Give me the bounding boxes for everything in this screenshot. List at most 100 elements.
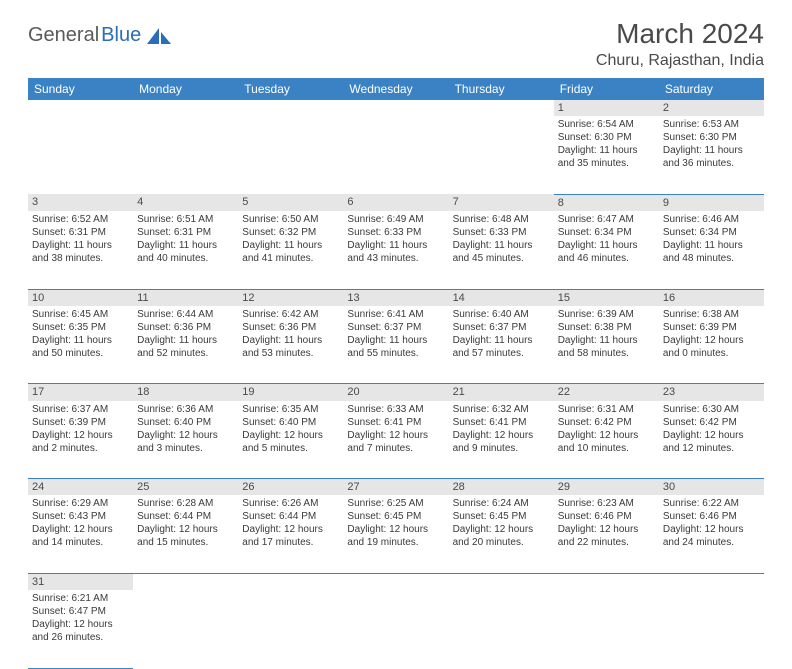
day-number-cell: 9: [659, 194, 764, 211]
day-number: 9: [663, 197, 669, 209]
daylight-text: Daylight: 12 hours and 19 minutes.: [347, 523, 444, 549]
sunset-text: Sunset: 6:30 PM: [663, 131, 760, 144]
day-content: Sunrise: 6:52 AMSunset: 6:31 PMDaylight:…: [32, 213, 129, 265]
day-cell: [449, 116, 554, 194]
daylight-text: Daylight: 11 hours and 38 minutes.: [32, 239, 129, 265]
sunrise-text: Sunrise: 6:33 AM: [347, 403, 444, 416]
day-number-cell: 11: [133, 289, 238, 306]
day-number-cell: 28: [449, 479, 554, 496]
sunrise-text: Sunrise: 6:45 AM: [32, 308, 129, 321]
location: Churu, Rajasthan, India: [596, 52, 764, 70]
sunrise-text: Sunrise: 6:22 AM: [663, 497, 760, 510]
day-content: Sunrise: 6:40 AMSunset: 6:37 PMDaylight:…: [453, 308, 550, 360]
day-content: Sunrise: 6:28 AMSunset: 6:44 PMDaylight:…: [137, 497, 234, 549]
day-number-cell: 1: [554, 100, 659, 116]
sunrise-text: Sunrise: 6:53 AM: [663, 118, 760, 131]
logo-text-general: General: [28, 24, 99, 47]
day-cell: Sunrise: 6:53 AMSunset: 6:30 PMDaylight:…: [659, 116, 764, 194]
day-number-cell: 19: [238, 384, 343, 401]
weekday-header: Friday: [554, 78, 659, 100]
day-cell: Sunrise: 6:51 AMSunset: 6:31 PMDaylight:…: [133, 211, 238, 289]
sunrise-text: Sunrise: 6:46 AM: [663, 213, 760, 226]
day-content: Sunrise: 6:33 AMSunset: 6:41 PMDaylight:…: [347, 403, 444, 455]
sunrise-text: Sunrise: 6:32 AM: [453, 403, 550, 416]
day-cell: Sunrise: 6:33 AMSunset: 6:41 PMDaylight:…: [343, 401, 448, 479]
day-content: Sunrise: 6:42 AMSunset: 6:36 PMDaylight:…: [242, 308, 339, 360]
daylight-text: Daylight: 11 hours and 58 minutes.: [558, 334, 655, 360]
day-number-cell: [343, 100, 448, 116]
day-number-cell: 29: [554, 479, 659, 496]
daylight-text: Daylight: 11 hours and 46 minutes.: [558, 239, 655, 265]
day-number: 24: [32, 481, 44, 493]
day-cell: [659, 590, 764, 668]
day-number-cell: [28, 100, 133, 116]
day-content: Sunrise: 6:25 AMSunset: 6:45 PMDaylight:…: [347, 497, 444, 549]
sunset-text: Sunset: 6:41 PM: [347, 416, 444, 429]
day-number: 12: [242, 292, 254, 304]
day-number-cell: 18: [133, 384, 238, 401]
sunrise-text: Sunrise: 6:49 AM: [347, 213, 444, 226]
sunset-text: Sunset: 6:30 PM: [558, 131, 655, 144]
day-number: 4: [137, 196, 143, 208]
day-number: 27: [347, 481, 359, 493]
day-number-cell: [449, 100, 554, 116]
sail-icon: [145, 26, 173, 46]
day-number-cell: 31: [28, 573, 133, 590]
day-cell: Sunrise: 6:30 AMSunset: 6:42 PMDaylight:…: [659, 401, 764, 479]
sunset-text: Sunset: 6:39 PM: [663, 321, 760, 334]
weekday-header: Saturday: [659, 78, 764, 100]
sunset-text: Sunset: 6:33 PM: [453, 226, 550, 239]
day-cell: Sunrise: 6:54 AMSunset: 6:30 PMDaylight:…: [554, 116, 659, 194]
day-number: 2: [663, 102, 669, 114]
daylight-text: Daylight: 12 hours and 15 minutes.: [137, 523, 234, 549]
day-content: Sunrise: 6:35 AMSunset: 6:40 PMDaylight:…: [242, 403, 339, 455]
sunrise-text: Sunrise: 6:21 AM: [32, 592, 129, 605]
day-number-cell: 12: [238, 289, 343, 306]
day-cell: Sunrise: 6:52 AMSunset: 6:31 PMDaylight:…: [28, 211, 133, 289]
day-number-cell: 6: [343, 194, 448, 211]
day-number: 13: [347, 292, 359, 304]
day-content: Sunrise: 6:39 AMSunset: 6:38 PMDaylight:…: [558, 308, 655, 360]
sunrise-text: Sunrise: 6:42 AM: [242, 308, 339, 321]
day-number: 28: [453, 481, 465, 493]
day-number: 29: [558, 481, 570, 493]
day-cell: [28, 116, 133, 194]
day-content: Sunrise: 6:37 AMSunset: 6:39 PMDaylight:…: [32, 403, 129, 455]
day-cell: Sunrise: 6:29 AMSunset: 6:43 PMDaylight:…: [28, 495, 133, 573]
sunrise-text: Sunrise: 6:37 AM: [32, 403, 129, 416]
daylight-text: Daylight: 12 hours and 3 minutes.: [137, 429, 234, 455]
day-number-cell: 3: [28, 194, 133, 211]
day-content: Sunrise: 6:24 AMSunset: 6:45 PMDaylight:…: [453, 497, 550, 549]
daylight-text: Daylight: 11 hours and 57 minutes.: [453, 334, 550, 360]
week-row: Sunrise: 6:37 AMSunset: 6:39 PMDaylight:…: [28, 401, 764, 479]
day-content: Sunrise: 6:51 AMSunset: 6:31 PMDaylight:…: [137, 213, 234, 265]
sunrise-text: Sunrise: 6:36 AM: [137, 403, 234, 416]
daylight-text: Daylight: 11 hours and 50 minutes.: [32, 334, 129, 360]
sunset-text: Sunset: 6:33 PM: [347, 226, 444, 239]
day-cell: [133, 116, 238, 194]
daylight-text: Daylight: 12 hours and 10 minutes.: [558, 429, 655, 455]
daylight-text: Daylight: 11 hours and 35 minutes.: [558, 144, 655, 170]
day-number-cell: 21: [449, 384, 554, 401]
week-row: Sunrise: 6:45 AMSunset: 6:35 PMDaylight:…: [28, 306, 764, 384]
day-number-cell: 17: [28, 384, 133, 401]
sunrise-text: Sunrise: 6:28 AM: [137, 497, 234, 510]
week-row: Sunrise: 6:54 AMSunset: 6:30 PMDaylight:…: [28, 116, 764, 194]
day-cell: Sunrise: 6:26 AMSunset: 6:44 PMDaylight:…: [238, 495, 343, 573]
day-number-cell: 23: [659, 384, 764, 401]
sunrise-text: Sunrise: 6:29 AM: [32, 497, 129, 510]
day-cell: [238, 590, 343, 668]
day-cell: [554, 590, 659, 668]
sunset-text: Sunset: 6:36 PM: [242, 321, 339, 334]
daynum-row: 3456789: [28, 194, 764, 211]
title-block: March 2024 Churu, Rajasthan, India: [596, 18, 764, 70]
daylight-text: Daylight: 11 hours and 41 minutes.: [242, 239, 339, 265]
day-cell: Sunrise: 6:46 AMSunset: 6:34 PMDaylight:…: [659, 211, 764, 289]
day-number: 21: [453, 386, 465, 398]
sunrise-text: Sunrise: 6:52 AM: [32, 213, 129, 226]
sunset-text: Sunset: 6:42 PM: [663, 416, 760, 429]
weekday-header: Sunday: [28, 78, 133, 100]
day-number: 25: [137, 481, 149, 493]
sunset-text: Sunset: 6:44 PM: [137, 510, 234, 523]
day-cell: Sunrise: 6:21 AMSunset: 6:47 PMDaylight:…: [28, 590, 133, 668]
